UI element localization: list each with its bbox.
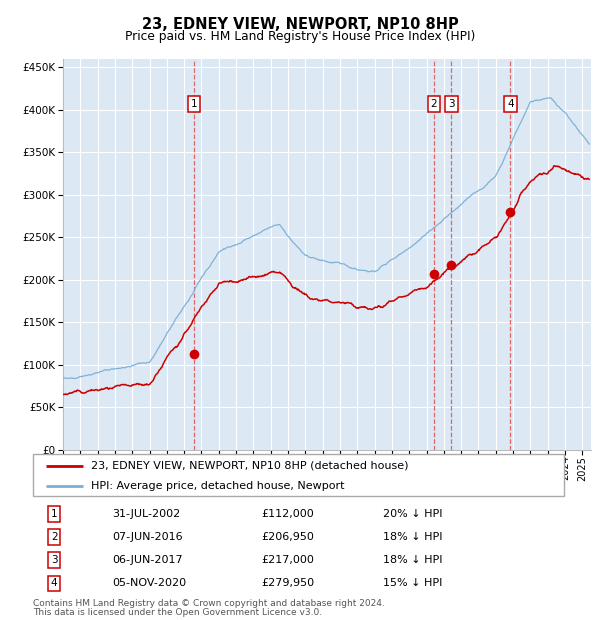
Text: 05-NOV-2020: 05-NOV-2020 (113, 578, 187, 588)
Text: 2: 2 (431, 99, 437, 109)
Text: 4: 4 (507, 99, 514, 109)
Text: £217,000: £217,000 (262, 556, 314, 565)
Text: 07-JUN-2016: 07-JUN-2016 (113, 533, 183, 542)
Text: 20% ↓ HPI: 20% ↓ HPI (383, 509, 443, 520)
Text: 1: 1 (191, 99, 197, 109)
Text: 06-JUN-2017: 06-JUN-2017 (113, 556, 183, 565)
Text: 23, EDNEY VIEW, NEWPORT, NP10 8HP: 23, EDNEY VIEW, NEWPORT, NP10 8HP (142, 17, 458, 32)
Text: £206,950: £206,950 (262, 533, 314, 542)
Text: 2: 2 (51, 533, 58, 542)
Text: 18% ↓ HPI: 18% ↓ HPI (383, 556, 443, 565)
Text: 3: 3 (448, 99, 455, 109)
Text: £279,950: £279,950 (262, 578, 314, 588)
Text: £112,000: £112,000 (262, 509, 314, 520)
Text: Price paid vs. HM Land Registry's House Price Index (HPI): Price paid vs. HM Land Registry's House … (125, 30, 475, 43)
Text: 1: 1 (51, 509, 58, 520)
Text: 3: 3 (51, 556, 58, 565)
Text: 18% ↓ HPI: 18% ↓ HPI (383, 533, 443, 542)
Text: This data is licensed under the Open Government Licence v3.0.: This data is licensed under the Open Gov… (33, 608, 322, 617)
Text: 23, EDNEY VIEW, NEWPORT, NP10 8HP (detached house): 23, EDNEY VIEW, NEWPORT, NP10 8HP (detac… (91, 461, 409, 471)
Text: HPI: Average price, detached house, Newport: HPI: Average price, detached house, Newp… (91, 481, 345, 491)
Text: 31-JUL-2002: 31-JUL-2002 (113, 509, 181, 520)
Text: 15% ↓ HPI: 15% ↓ HPI (383, 578, 443, 588)
Text: 4: 4 (51, 578, 58, 588)
Text: Contains HM Land Registry data © Crown copyright and database right 2024.: Contains HM Land Registry data © Crown c… (33, 599, 385, 608)
